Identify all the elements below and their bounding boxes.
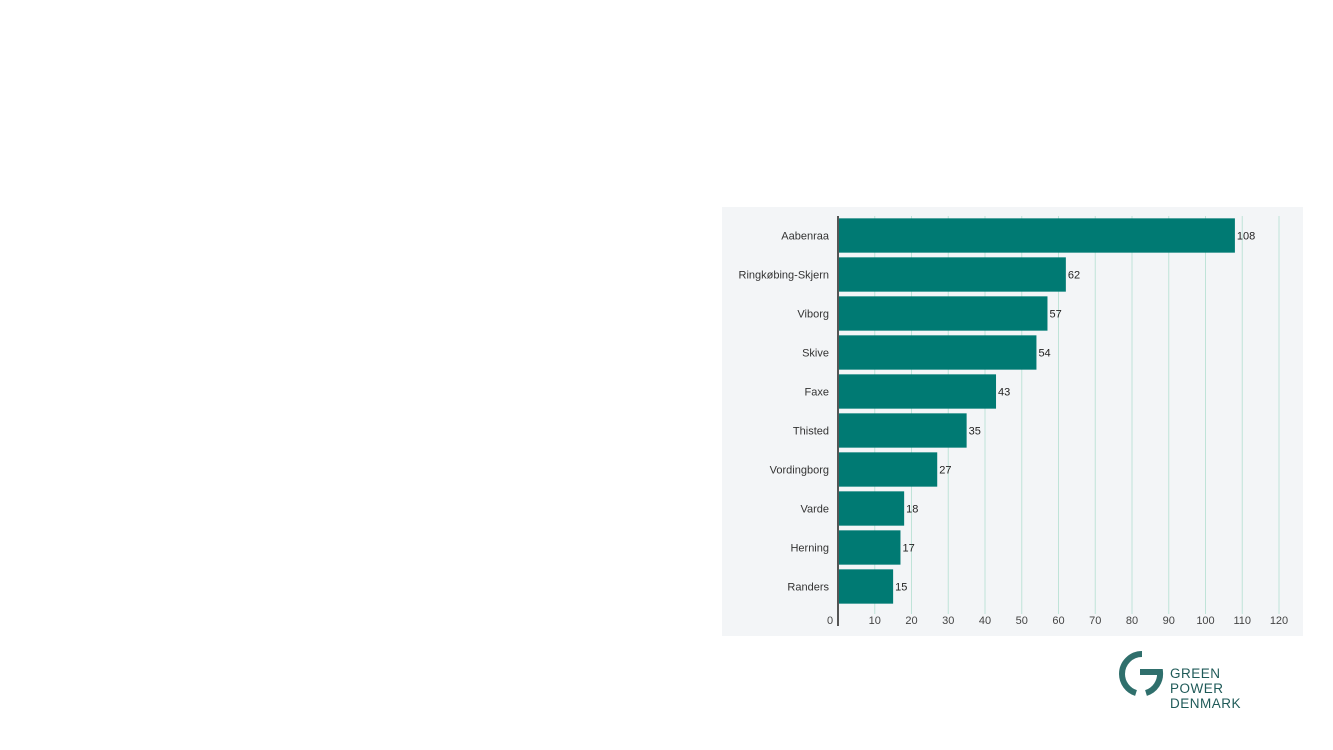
- data-label: 54: [1038, 348, 1050, 360]
- green-power-denmark-logo: GREEN POWER DENMARK: [1116, 650, 1266, 714]
- data-label: 62: [1068, 270, 1080, 282]
- data-label: 18: [906, 504, 918, 516]
- data-label: 57: [1049, 309, 1061, 321]
- data-label: 17: [902, 543, 914, 555]
- logo-line-1: GREEN: [1170, 666, 1221, 681]
- category-label: Ringkøbing-Skjern: [739, 270, 829, 282]
- x-tick-label: 20: [905, 615, 917, 627]
- data-label: 35: [969, 426, 981, 438]
- bar: [838, 491, 905, 526]
- x-tick-label: 50: [1016, 615, 1028, 627]
- chart-panel: Aabenraa 108 Ringkøbing-Skjern 62 Viborg 57 Sk…: [722, 207, 1303, 636]
- x-tick-label: 100: [1196, 615, 1214, 627]
- data-label: 43: [998, 387, 1010, 399]
- logo-line-2: POWER: [1170, 681, 1224, 696]
- bar: [838, 296, 1048, 331]
- bar: [838, 374, 997, 409]
- bar: [838, 569, 894, 604]
- data-label: 27: [939, 465, 951, 477]
- bar: [838, 257, 1066, 292]
- x-tick-label: 60: [1052, 615, 1064, 627]
- logo-mark-icon: [1118, 651, 1164, 696]
- category-label: Thisted: [793, 426, 829, 438]
- bar: [838, 530, 901, 565]
- category-label: Randers: [787, 582, 829, 594]
- x-tick-label: 0: [827, 615, 833, 627]
- x-tick-label: 40: [979, 615, 991, 627]
- bar: [838, 413, 967, 448]
- bar: [838, 218, 1235, 253]
- data-label: 15: [895, 582, 907, 594]
- x-tick-label: 120: [1270, 615, 1288, 627]
- category-label: Herning: [790, 543, 829, 555]
- logo-text: GREEN POWER DENMARK: [1170, 666, 1241, 711]
- data-label: 108: [1237, 231, 1255, 243]
- bar: [838, 452, 938, 487]
- x-tick-label: 110: [1233, 615, 1251, 627]
- x-tick-label: 70: [1089, 615, 1101, 627]
- category-label: Skive: [802, 348, 829, 360]
- category-label: Faxe: [805, 387, 829, 399]
- bar: [838, 335, 1037, 370]
- x-tick-label: 90: [1163, 615, 1175, 627]
- category-label: Varde: [800, 504, 829, 516]
- x-tick-label: 10: [869, 615, 881, 627]
- x-tick-label: 30: [942, 615, 954, 627]
- bar-chart: Aabenraa 108 Ringkøbing-Skjern 62 Viborg 57 Sk…: [739, 216, 1288, 627]
- category-label: Aabenraa: [781, 231, 830, 243]
- logo-line-3: DENMARK: [1170, 696, 1242, 711]
- category-label: Vordingborg: [770, 465, 829, 477]
- x-tick-label: 80: [1126, 615, 1138, 627]
- category-label: Viborg: [797, 309, 829, 321]
